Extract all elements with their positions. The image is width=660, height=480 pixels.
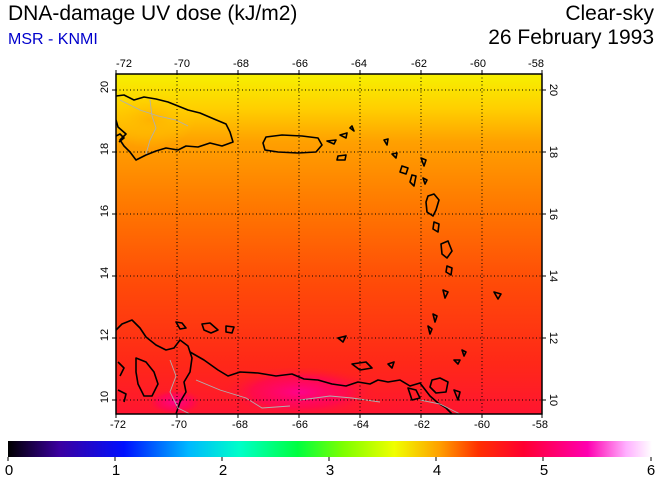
lon-label-top: -66 [292,58,308,70]
lat-label-right: 16 [547,208,559,220]
colorbar [8,441,652,457]
map-frame [115,73,543,415]
lon-label-top: -68 [233,58,249,70]
lon-label-top: -70 [174,58,190,70]
colorbar-label: 1 [112,462,120,479]
lon-label-top: -64 [351,58,367,70]
colorbar-label: 6 [647,462,655,479]
lon-label-bottom: -58 [532,419,548,431]
lon-label-top: -60 [470,58,486,70]
colorbar-label: 3 [326,462,334,479]
source-label: MSR - KNMI [8,31,98,48]
graticule [116,74,542,414]
lat-label-right: 10 [547,394,559,406]
lat-label-right: 20 [547,84,559,96]
lon-label-bottom: -64 [353,419,369,431]
lon-label-bottom: -70 [171,419,187,431]
colorbar-label: 5 [540,462,548,479]
lat-label-left: 18 [99,143,111,155]
coastlines [116,94,502,414]
lat-label-left: 16 [99,205,111,217]
lat-label-left: 20 [99,81,111,93]
dose-field [116,74,542,414]
axis-ticks [112,70,546,418]
date-label: 26 February 1993 [488,26,654,49]
lat-label-left: 10 [99,391,111,403]
colorbar-label: 4 [433,462,441,479]
colorbar-label: 2 [219,462,227,479]
lat-label-right: 12 [547,332,559,344]
lat-label-right: 18 [547,146,559,158]
colorbar-ticks [7,457,652,461]
colorbar-label: 0 [5,462,13,479]
lat-label-right: 14 [547,270,559,282]
lon-label-top: -58 [528,58,544,70]
lon-label-bottom: -66 [292,419,308,431]
lon-label-bottom: -72 [110,419,126,431]
sky-condition-label: Clear-sky [565,2,654,25]
lon-label-top: -72 [116,58,132,70]
lat-label-left: 14 [99,267,111,279]
lon-label-bottom: -68 [232,419,248,431]
lon-label-top: -62 [411,58,427,70]
political-borders [119,99,461,414]
lon-label-bottom: -62 [414,419,430,431]
map-title: DNA-damage UV dose (kJ/m2) [8,2,298,25]
lat-label-left: 12 [99,329,111,341]
lon-label-bottom: -60 [474,419,490,431]
